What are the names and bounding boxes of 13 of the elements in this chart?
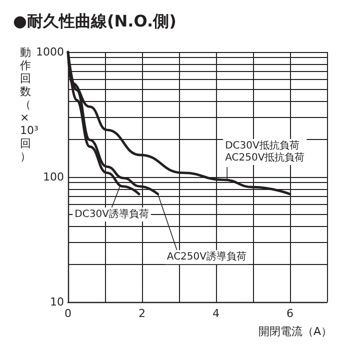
x-axis-title: 開閉電流（A） xyxy=(258,325,332,338)
y-tick-label: 1000 xyxy=(36,46,64,58)
y-tick-label: 100 xyxy=(43,170,64,184)
annotation: DC30V抵抗負荷 AC250V抵抗負荷 xyxy=(225,139,305,164)
x-tick-label: 0 xyxy=(64,307,72,320)
annotation: DC30V誘導負荷 xyxy=(74,208,149,220)
annotation: AC250V誘導負荷 xyxy=(166,250,246,263)
y-tick-label: 10 xyxy=(50,296,64,308)
chart-title: ●耐久性曲線(N.O.側) xyxy=(13,12,176,30)
x-tick-label: 6 xyxy=(286,307,294,320)
text: 動作回数（×10³回） xyxy=(20,46,38,163)
x-tick-label: 2 xyxy=(138,307,146,320)
x-tick-label: 4 xyxy=(212,307,220,320)
